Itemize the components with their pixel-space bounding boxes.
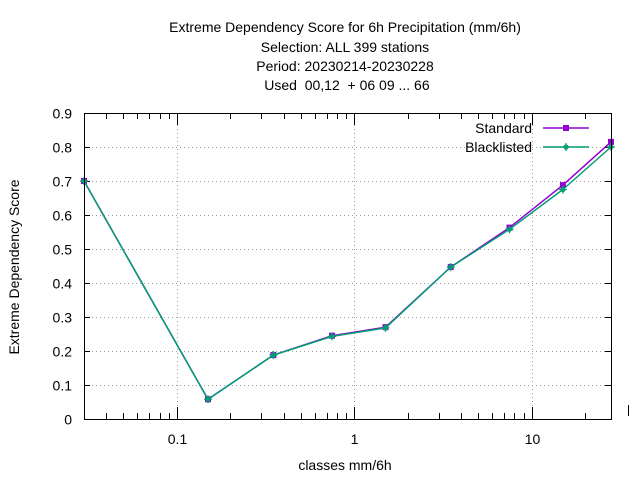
- data-point-blacklisted: [269, 351, 278, 360]
- y-tick-label: 0.2: [53, 344, 73, 360]
- y-tick-label: 0.8: [53, 140, 73, 156]
- series-blacklisted: [80, 143, 615, 404]
- y-tick-label: 0: [64, 412, 72, 428]
- grid: [84, 113, 611, 419]
- x-tick-label: 1: [351, 431, 359, 447]
- y-tick-label: 0.9: [53, 106, 73, 122]
- chart-title: Extreme Dependency Score for 6h Precipit…: [169, 19, 521, 93]
- y-axis-label: Extreme Dependency Score: [6, 179, 22, 354]
- y-tick-label: 0.5: [53, 242, 73, 258]
- x-axis-label: classes mm/6h: [298, 457, 391, 473]
- legend-marker-blacklisted: [562, 143, 570, 151]
- data-point-standard: [559, 182, 566, 189]
- legend-label-blacklisted: Blacklisted: [465, 139, 532, 155]
- y-tick-labels: 0 0.1 0.2 0.3 0.4 0.5 0.6 0.7 0.8 0.9: [53, 106, 73, 428]
- title-line-4: Used 00,12 + 06 09 ... 66: [260, 77, 429, 93]
- series-line-blacklisted: [83, 146, 612, 401]
- x-tick-labels: 0.1 1 10: [168, 431, 541, 447]
- y-tick-label: 0.7: [53, 174, 73, 190]
- title-line-1: Extreme Dependency Score for 6h Precipit…: [169, 19, 521, 35]
- data-point-blacklisted: [446, 263, 455, 272]
- data-point-blacklisted: [505, 225, 514, 234]
- data-point-blacklisted: [204, 395, 213, 404]
- data-point-blacklisted: [328, 332, 337, 341]
- series-lines: [80, 138, 615, 404]
- series-line-standard: [83, 141, 612, 401]
- legend: Standard Blacklisted: [465, 120, 589, 155]
- legend-label-standard: Standard: [475, 120, 532, 136]
- plot-frame: [84, 113, 612, 420]
- y-tick-label: 0.4: [53, 276, 73, 292]
- x-tick-label: 0.1: [168, 431, 188, 447]
- y-tick-label: 0.1: [53, 378, 73, 394]
- data-point-blacklisted: [381, 323, 390, 332]
- series-standard: [81, 138, 614, 403]
- data-point-blacklisted: [558, 185, 567, 194]
- y-tick-label: 0.6: [53, 208, 73, 224]
- title-line-3: Period: 20230214-20230228: [256, 58, 434, 74]
- title-line-2: Selection: ALL 399 stations: [261, 39, 429, 55]
- axis-ticks: [84, 113, 629, 420]
- legend-marker-standard: [563, 125, 569, 131]
- x-tick-label: 10: [525, 431, 541, 447]
- y-tick-label: 0.3: [53, 310, 73, 326]
